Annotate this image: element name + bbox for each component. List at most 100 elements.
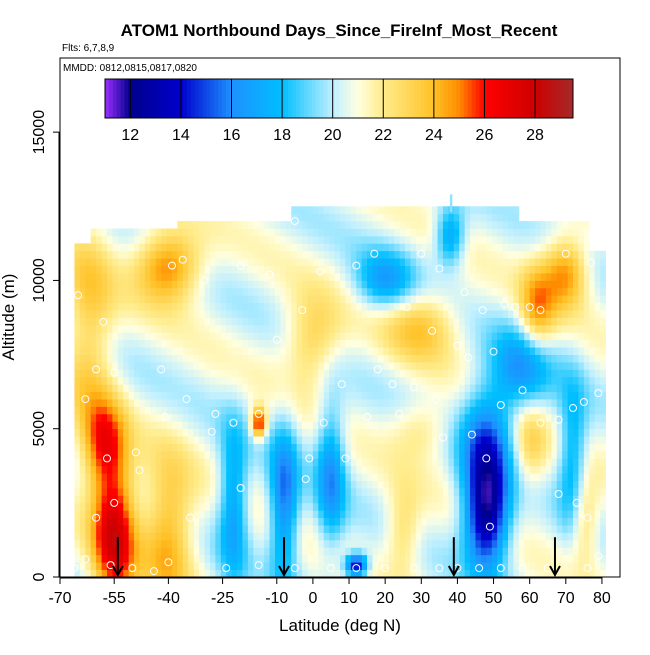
heatmap-cell [410, 481, 416, 489]
heatmap-cell [167, 495, 173, 503]
heatmap-cell [324, 332, 330, 340]
heatmap-cell [454, 406, 460, 414]
heatmap-cell [215, 258, 221, 266]
heatmap-cell [291, 280, 297, 288]
heatmap-cell [421, 229, 427, 237]
heatmap-cell [421, 340, 427, 348]
heatmap-cell [270, 466, 276, 474]
heatmap-cell [232, 466, 238, 474]
heatmap-cell [438, 488, 444, 496]
heatmap-cell [562, 451, 568, 459]
heatmap-cell [259, 384, 265, 392]
heatmap-cell [91, 429, 97, 437]
heatmap-cell [443, 525, 449, 533]
heatmap-cell [475, 414, 481, 422]
heatmap-cell [253, 399, 259, 407]
heatmap-cell [118, 444, 124, 452]
colorbar-segment [175, 79, 179, 118]
heatmap-cell [102, 288, 108, 296]
heatmap-cell [329, 243, 335, 251]
heatmap-cell [589, 473, 595, 481]
colorbar-segment [499, 79, 503, 118]
heatmap-cell [578, 503, 584, 511]
heatmap-cell [459, 473, 465, 481]
heatmap-cell [410, 436, 416, 444]
heatmap-cell [318, 355, 324, 363]
heatmap-cell [302, 444, 308, 452]
heatmap-cell [177, 495, 183, 503]
heatmap-cell [139, 488, 145, 496]
heatmap-cell [389, 421, 395, 429]
heatmap-cell [405, 547, 411, 555]
heatmap-cell [167, 229, 173, 237]
heatmap-cell [291, 377, 297, 385]
heatmap-cell [226, 340, 232, 348]
heatmap-cell [177, 547, 183, 555]
heatmap-cell [129, 332, 135, 340]
heatmap-cell [232, 355, 238, 363]
heatmap-cell [297, 436, 303, 444]
heatmap-cell [421, 355, 427, 363]
heatmap-cell [248, 332, 254, 340]
heatmap-cell [102, 251, 108, 259]
heatmap-cell [150, 377, 156, 385]
heatmap-cell [194, 325, 200, 333]
heatmap-cell [112, 251, 118, 259]
heatmap-cell [513, 295, 519, 303]
heatmap-cell [167, 406, 173, 414]
heatmap-cell [600, 495, 606, 503]
heatmap-cell [394, 258, 400, 266]
heatmap-cell [242, 377, 248, 385]
heatmap-cell [280, 510, 286, 518]
heatmap-cell [123, 355, 129, 363]
heatmap-cell [421, 288, 427, 296]
heatmap-cell [465, 258, 471, 266]
heatmap-cell [129, 503, 135, 511]
heatmap-cell [362, 466, 368, 474]
heatmap-cell [91, 332, 97, 340]
heatmap-cell [389, 503, 395, 511]
heatmap-cell [205, 303, 211, 311]
heatmap-cell [259, 488, 265, 496]
heatmap-cell [188, 533, 194, 541]
heatmap-cell [150, 540, 156, 548]
heatmap-cell [535, 221, 541, 229]
heatmap-cell [232, 273, 238, 281]
heatmap-cell [215, 236, 221, 244]
heatmap-cell [475, 355, 481, 363]
heatmap-cell [465, 399, 471, 407]
heatmap-cell [367, 547, 373, 555]
heatmap-cell [448, 295, 454, 303]
heatmap-cell [107, 340, 113, 348]
heatmap-cell [427, 406, 433, 414]
heatmap-cell [595, 325, 601, 333]
heatmap-cell [535, 273, 541, 281]
heatmap-cell [410, 510, 416, 518]
heatmap-cell [188, 466, 194, 474]
heatmap-cell [389, 555, 395, 563]
heatmap-cell [297, 251, 303, 259]
heatmap-cell [394, 295, 400, 303]
heatmap-cell [530, 295, 536, 303]
heatmap-cell [134, 229, 140, 237]
heatmap-cell [405, 325, 411, 333]
heatmap-cell [340, 280, 346, 288]
heatmap-cell [237, 392, 243, 400]
heatmap-cell [438, 280, 444, 288]
heatmap-cell [85, 525, 91, 533]
heatmap-cell [237, 421, 243, 429]
heatmap-cell [177, 384, 183, 392]
heatmap-cell [167, 421, 173, 429]
heatmap-cell [410, 533, 416, 541]
heatmap-cell [378, 525, 384, 533]
heatmap-cell [210, 340, 216, 348]
heatmap-cell [492, 547, 498, 555]
heatmap-cell [546, 466, 552, 474]
heatmap-cell [188, 369, 194, 377]
heatmap-cell [541, 444, 547, 452]
heatmap-cell [167, 399, 173, 407]
heatmap-cell [270, 518, 276, 526]
heatmap-cell [367, 236, 373, 244]
heatmap-cell [595, 525, 601, 533]
heatmap-cell [102, 518, 108, 526]
